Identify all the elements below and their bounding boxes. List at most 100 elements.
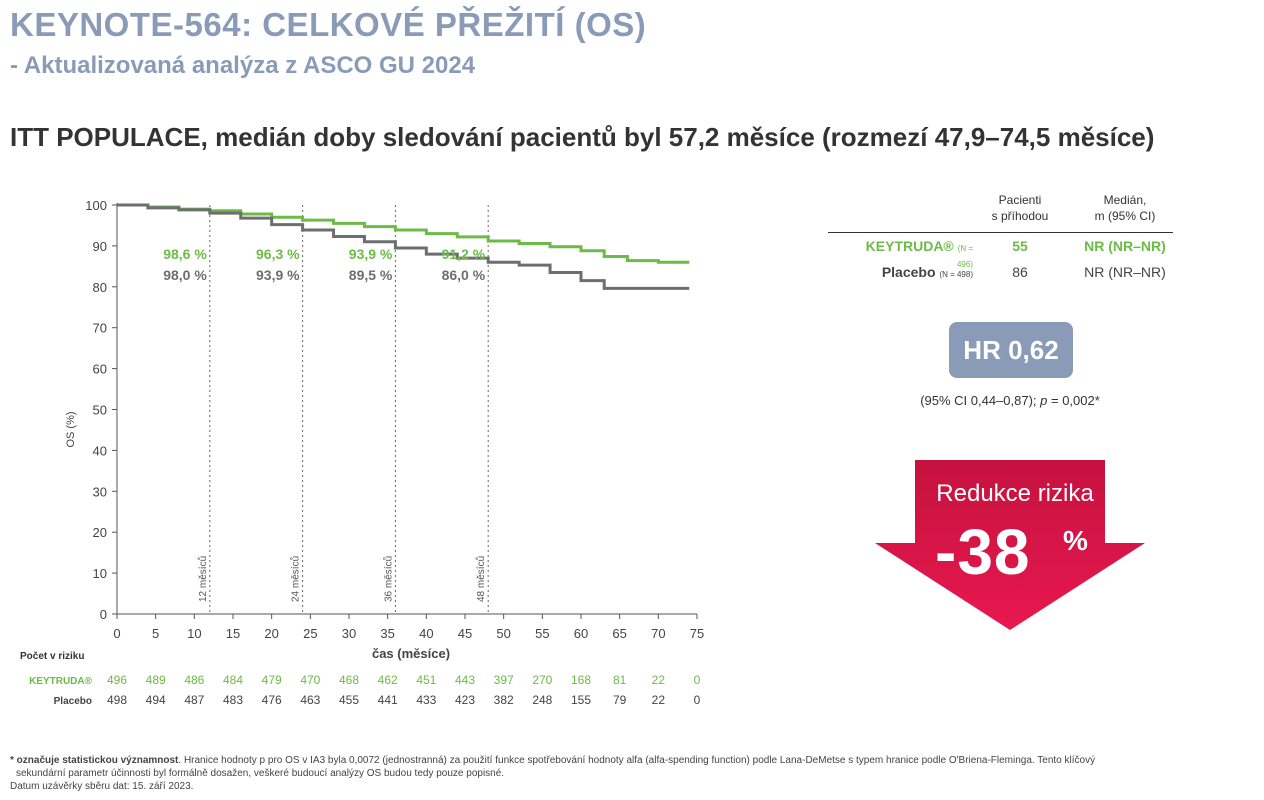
risk-table-cell: 81 xyxy=(613,673,627,687)
landmark-keytruda-value: 91,2 % xyxy=(442,246,486,262)
risk-table-cell: 462 xyxy=(378,673,398,687)
stats-keytruda-n: (N = 496) xyxy=(956,244,973,269)
risk-reduction-unit: % xyxy=(1063,525,1088,556)
risk-table-cell: 0 xyxy=(694,673,701,687)
y-tick-label: 80 xyxy=(93,280,107,295)
risk-table-cell: 494 xyxy=(146,693,166,707)
ci-p-value: = 0,002* xyxy=(1047,393,1100,408)
x-tick-label: 5 xyxy=(152,626,159,641)
landmark-placebo-value: 93,9 % xyxy=(256,267,300,283)
risk-table-cell: 451 xyxy=(416,673,436,687)
footnote: * označuje statistickou významnost. Hran… xyxy=(10,754,1255,793)
risk-table-cell: 168 xyxy=(571,673,591,687)
x-tick-label: 25 xyxy=(303,626,317,641)
risk-table-cell: 486 xyxy=(184,673,204,687)
risk-table-cell: 455 xyxy=(339,693,359,707)
y-axis-title: OS (%) xyxy=(65,411,77,447)
risk-table-cell: 270 xyxy=(532,673,552,687)
risk-table-cell: 483 xyxy=(223,693,243,707)
risk-table-cell: 479 xyxy=(262,673,282,687)
x-tick-label: 10 xyxy=(187,626,201,641)
hazard-ratio-badge: HR 0,62 xyxy=(949,322,1073,378)
stats-keytruda-events: 55 xyxy=(1012,238,1028,254)
landmark-placebo-value: 86,0 % xyxy=(442,267,486,283)
risk-table-cell: 0 xyxy=(694,693,701,707)
chart-heading: ITT POPULACE, medián doby sledování paci… xyxy=(10,122,1155,152)
risk-reduction-value: -38 xyxy=(935,516,1031,588)
risk-table-cell: 382 xyxy=(494,693,514,707)
x-tick-label: 20 xyxy=(264,626,278,641)
stats-placebo-events: 86 xyxy=(1012,264,1028,280)
ci-text: (95% CI 0,44–0,87); xyxy=(920,393,1041,408)
landmark-keytruda-value: 96,3 % xyxy=(256,246,300,262)
footnote-text-2: sekundární parametr účinnosti byl formál… xyxy=(16,768,505,779)
landmark-label: 48 měsíců xyxy=(475,556,487,602)
hazard-ratio-ci: (95% CI 0,44–0,87); p = 0,002* xyxy=(860,393,1160,408)
risk-table-cell: 441 xyxy=(378,693,398,707)
risk-table-cell: 423 xyxy=(455,693,475,707)
x-tick-label: 55 xyxy=(535,626,549,641)
stats-row-placebo-name: Placebo (N = 498) xyxy=(848,264,973,280)
footnote-text-3: Datum uzávěrky sběru dat: 15. září 2023. xyxy=(10,781,194,792)
landmark-label: 24 měsíců xyxy=(290,556,302,602)
keytruda-curve xyxy=(117,203,690,264)
x-tick-label: 35 xyxy=(380,626,394,641)
risk-table-cell: 22 xyxy=(652,673,666,687)
landmark-keytruda-value: 93,9 % xyxy=(349,246,393,262)
risk-row-keytruda-label: KEYTRUDA® xyxy=(29,676,93,687)
x-tick-label: 30 xyxy=(342,626,356,641)
risk-reduction-arrow-icon xyxy=(875,460,1145,630)
risk-table-cell: 443 xyxy=(455,673,475,687)
stats-placebo-median: NR (NR–NR) xyxy=(1084,264,1166,280)
x-tick-label: 65 xyxy=(612,626,626,641)
x-tick-label: 0 xyxy=(113,626,120,641)
median-header: Medián, m (95% CI) xyxy=(1075,192,1175,224)
risk-table-cell: 476 xyxy=(262,693,282,707)
risk-table-cell: 496 xyxy=(107,673,127,687)
risk-table-cell: 155 xyxy=(571,693,591,707)
landmark-placebo-value: 89,5 % xyxy=(349,267,393,283)
risk-table-cell: 468 xyxy=(339,673,359,687)
stats-placebo-label: Placebo xyxy=(881,264,936,280)
y-tick-label: 10 xyxy=(93,566,107,581)
risk-table-cell: 248 xyxy=(532,693,552,707)
events-header-line2: s příhodou xyxy=(991,209,1049,223)
stats-row-keytruda-name: KEYTRUDA® (N = 496) xyxy=(848,238,973,270)
risk-table-cell: 463 xyxy=(300,693,320,707)
os-kaplan-meier-chart: 0 10 20 30 40 50 60 70 80 90 100 0 5 10 15 20 25 30 35 40 45… xyxy=(20,198,704,707)
x-tick-label: 50 xyxy=(496,626,510,641)
x-tick-label: 70 xyxy=(651,626,665,641)
landmark-label: 36 měsíců xyxy=(382,556,394,602)
risk-table-cell: 489 xyxy=(146,673,166,687)
risk-table-cell: 433 xyxy=(416,693,436,707)
y-tick-label: 60 xyxy=(93,362,107,377)
y-tick-label: 0 xyxy=(100,607,107,622)
y-tick-label: 100 xyxy=(85,198,107,213)
stats-keytruda-label: KEYTRUDA® xyxy=(865,238,954,254)
median-header-line2: m (95% CI) xyxy=(1094,209,1156,223)
y-tick-label: 30 xyxy=(93,484,107,499)
landmark-placebo-value: 98,0 % xyxy=(163,267,207,283)
x-tick-label: 45 xyxy=(458,626,472,641)
stats-header-rule xyxy=(828,232,1173,233)
risk-table-cell: 397 xyxy=(494,673,514,687)
risk-table-title: Počet v riziku xyxy=(20,651,84,662)
footnote-bold: * označuje statistickou významnost xyxy=(10,755,179,766)
x-tick-label: 15 xyxy=(226,626,240,641)
landmark-label: 12 měsíců xyxy=(197,556,209,602)
events-header-line1: Pacienti xyxy=(998,193,1042,207)
landmark-keytruda-value: 98,6 % xyxy=(163,246,207,262)
x-tick-label: 75 xyxy=(690,626,704,641)
footnote-text-1: . Hranice hodnoty p pro OS v IA3 byla 0,… xyxy=(178,755,1096,766)
y-tick-label: 20 xyxy=(93,525,107,540)
stats-keytruda-median: NR (NR–NR) xyxy=(1084,238,1166,254)
median-header-line1: Medián, xyxy=(1103,193,1147,207)
page-subtitle: - Aktualizovaná analýza z ASCO GU 2024 xyxy=(10,52,476,79)
page-title: KEYNOTE-564: CELKOVÉ PŘEŽITÍ (OS) xyxy=(10,6,647,43)
risk-table-cell: 484 xyxy=(223,673,243,687)
x-tick-label: 60 xyxy=(574,626,588,641)
risk-row-placebo-label: Placebo xyxy=(54,696,92,707)
risk-table-cell: 498 xyxy=(107,693,127,707)
risk-table-cell: 22 xyxy=(652,693,666,707)
y-tick-label: 40 xyxy=(93,443,107,458)
